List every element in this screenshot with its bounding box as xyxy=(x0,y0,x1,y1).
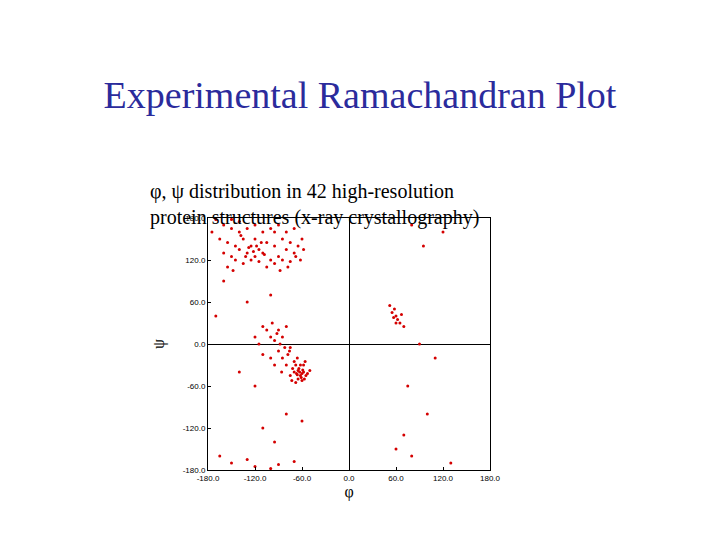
svg-text:120.0: 120.0 xyxy=(433,474,454,483)
svg-text:-120.0: -120.0 xyxy=(244,474,267,483)
svg-text:-120.0: -120.0 xyxy=(183,424,206,433)
svg-text:180.0: 180.0 xyxy=(185,214,206,223)
svg-text:ψ: ψ xyxy=(150,339,168,349)
svg-text:-180.0: -180.0 xyxy=(183,466,206,475)
svg-text:Experimental Ramachandran Plot: Experimental Ramachandran Plot xyxy=(104,74,617,116)
svg-text:φ: φ xyxy=(344,483,353,501)
svg-text:180.0: 180.0 xyxy=(480,474,501,483)
svg-text:60.0: 60.0 xyxy=(190,298,206,307)
svg-text:-60.0: -60.0 xyxy=(293,474,312,483)
svg-text:0.0: 0.0 xyxy=(194,340,206,349)
svg-text:120.0: 120.0 xyxy=(185,256,206,265)
svg-text:φ, ψ distribution in 42 high-r: φ, ψ distribution in 42 high-resolutionp… xyxy=(150,180,479,229)
svg-text:-180.0: -180.0 xyxy=(197,474,220,483)
svg-text:-60.0: -60.0 xyxy=(187,382,206,391)
svg-text:60.0: 60.0 xyxy=(388,474,404,483)
svg-text:0.0: 0.0 xyxy=(343,474,355,483)
